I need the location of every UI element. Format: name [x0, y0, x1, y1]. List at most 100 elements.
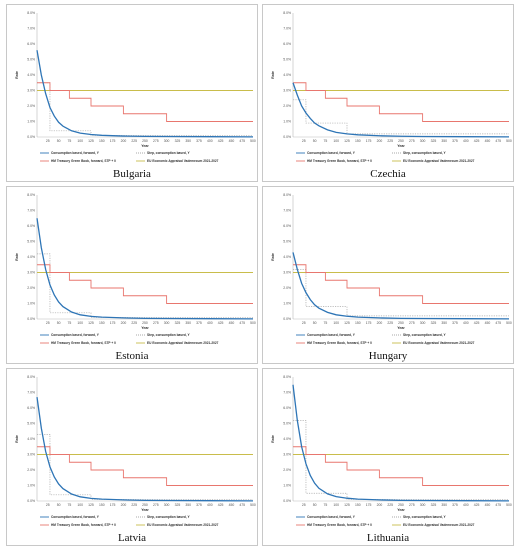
legend-label: EU Economic Appraisal Vademecum 2021-202…: [403, 159, 475, 163]
y-tick-label: 5.0%: [283, 58, 291, 62]
y-tick-label: 1.0%: [283, 484, 291, 488]
y-tick-label: 3.0%: [27, 453, 35, 457]
x-tick-label: 400: [207, 321, 213, 325]
legend-label: EU Economic Appraisal Vademecum 2021-202…: [147, 523, 219, 527]
y-tick-label: 6.0%: [27, 224, 35, 228]
y-tick-label: 3.0%: [283, 89, 291, 93]
x-tick-label: 475: [239, 503, 245, 507]
x-tick-label: 350: [441, 139, 447, 143]
x-tick-label: 350: [441, 503, 447, 507]
legend-label: HM Treasury Green Book, forward, STP + 0: [307, 159, 372, 163]
chart-title: Latvia: [117, 532, 147, 544]
series-line-0: [292, 252, 510, 320]
x-tick-label: 475: [495, 321, 501, 325]
x-tick-label: 475: [239, 139, 245, 143]
series-line-0: [292, 384, 510, 502]
x-tick-label: 25: [302, 503, 306, 507]
chart-svg: 0.0% 1.0% 2.0% 3.0% 4.0% 5.0% 6.0% 7.0% 8.0% 25 50…: [15, 375, 256, 527]
legend-label: HM Treasury Green Book, forward, STP + 0: [51, 341, 116, 345]
y-tick-label: 7.0%: [283, 391, 291, 395]
x-tick-label: 275: [409, 139, 415, 143]
series-line-0: [292, 82, 510, 138]
x-tick-label: 500: [506, 321, 512, 325]
y-tick-label: 2.0%: [27, 104, 35, 108]
series-line-2: [293, 264, 509, 304]
x-tick-label: 450: [485, 139, 491, 143]
x-tick-label: 250: [398, 503, 404, 507]
x-tick-label: 125: [344, 503, 350, 507]
x-tick-label: 300: [420, 503, 426, 507]
x-axis-label: Year: [397, 144, 405, 148]
legend-label: Consumption based, forward, Y: [51, 151, 100, 155]
x-tick-label: 375: [452, 321, 458, 325]
y-tick-label: 7.0%: [283, 209, 291, 213]
x-tick-label: 250: [142, 503, 148, 507]
legend-label: Consumption based, forward, Y: [51, 333, 100, 337]
y-tick-label: 6.0%: [27, 42, 35, 46]
chart-panel-lithuania: 0.0% 1.0% 2.0% 3.0% 4.0% 5.0% 6.0% 7.0% 8.0% 25 50…: [262, 368, 514, 546]
y-tick-label: 2.0%: [27, 468, 35, 472]
legend-label: Step, consumption based, Y: [147, 333, 190, 337]
legend-label: EU Economic Appraisal Vademecum 2021-202…: [147, 341, 219, 345]
x-tick-label: 75: [324, 139, 328, 143]
x-tick-label: 150: [355, 503, 361, 507]
chart-panel-latvia: 0.0% 1.0% 2.0% 3.0% 4.0% 5.0% 6.0% 7.0% 8.0% 25 50…: [6, 368, 258, 546]
y-tick-label: 7.0%: [27, 209, 35, 213]
x-tick-label: 75: [68, 503, 72, 507]
x-tick-label: 450: [229, 139, 235, 143]
x-tick-label: 125: [88, 139, 94, 143]
y-tick-label: 5.0%: [27, 58, 35, 62]
x-tick-label: 100: [333, 321, 339, 325]
x-tick-label: 425: [218, 503, 224, 507]
legend-label: Step, consumption based, Y: [147, 151, 190, 155]
x-tick-label: 225: [387, 503, 393, 507]
legend-label: Step, consumption based, Y: [403, 333, 446, 337]
x-tick-label: 225: [387, 321, 393, 325]
x-tick-label: 225: [131, 321, 137, 325]
x-tick-label: 75: [324, 503, 328, 507]
y-tick-label: 0.0%: [27, 317, 35, 321]
x-tick-label: 100: [77, 321, 83, 325]
series-line-2: [37, 446, 253, 486]
chart-panel-bulgaria: 0.0% 1.0% 2.0% 3.0% 4.0% 5.0% 6.0% 7.0% 8.0% 25 50…: [6, 4, 258, 182]
x-tick-label: 225: [131, 503, 137, 507]
x-tick-label: 325: [431, 321, 437, 325]
y-tick-label: 6.0%: [283, 406, 291, 410]
chart-title: Lithuania: [366, 532, 410, 544]
x-tick-label: 375: [452, 139, 458, 143]
x-tick-label: 300: [164, 139, 170, 143]
x-tick-label: 325: [431, 139, 437, 143]
legend-label: Consumption based, forward, Y: [307, 333, 356, 337]
y-tick-label: 5.0%: [27, 240, 35, 244]
y-tick-label: 4.0%: [283, 437, 291, 441]
x-tick-label: 325: [431, 503, 437, 507]
y-tick-label: 6.0%: [283, 42, 291, 46]
y-tick-label: 1.0%: [283, 302, 291, 306]
y-tick-label: 0.0%: [283, 499, 291, 503]
x-tick-label: 400: [463, 321, 469, 325]
y-tick-label: 6.0%: [283, 224, 291, 228]
series-line-0: [36, 397, 254, 502]
x-tick-label: 25: [46, 139, 50, 143]
x-tick-label: 425: [218, 139, 224, 143]
y-tick-label: 8.0%: [283, 375, 291, 379]
x-tick-label: 475: [495, 503, 501, 507]
legend-label: HM Treasury Green Book, forward, STP + 0: [51, 159, 116, 163]
x-tick-label: 225: [387, 139, 393, 143]
x-axis-label: Year: [141, 144, 149, 148]
legend-label: EU Economic Appraisal Vademecum 2021-202…: [147, 159, 219, 163]
x-tick-label: 150: [99, 139, 105, 143]
x-tick-label: 225: [131, 139, 137, 143]
x-tick-label: 200: [377, 503, 383, 507]
chart-title: Czechia: [370, 168, 406, 180]
y-axis-label: Rate: [15, 435, 19, 443]
legend-label: Consumption based, forward, Y: [51, 515, 100, 519]
x-tick-label: 500: [506, 503, 512, 507]
y-tick-label: 3.0%: [27, 271, 35, 275]
series-line-0: [36, 218, 254, 320]
x-tick-label: 175: [366, 139, 372, 143]
y-tick-label: 4.0%: [283, 73, 291, 77]
series-line-2: [293, 82, 509, 122]
x-tick-label: 175: [366, 321, 372, 325]
x-tick-label: 425: [474, 139, 480, 143]
